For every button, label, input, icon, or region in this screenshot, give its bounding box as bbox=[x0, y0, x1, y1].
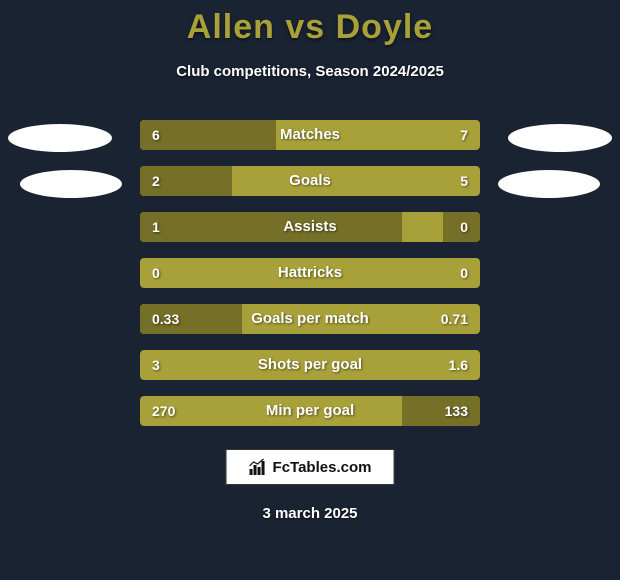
stat-row: 270133Min per goal bbox=[140, 396, 480, 426]
stat-label: Shots per goal bbox=[140, 350, 480, 380]
stat-label: Goals per match bbox=[140, 304, 480, 334]
stat-label: Min per goal bbox=[140, 396, 480, 426]
subtitle: Club competitions, Season 2024/2025 bbox=[0, 63, 620, 80]
page-title: Allen vs Doyle bbox=[0, 0, 620, 47]
player-right-icon bbox=[498, 170, 600, 198]
stat-label: Matches bbox=[140, 120, 480, 150]
stat-label: Hattricks bbox=[140, 258, 480, 288]
brand-chart-icon bbox=[249, 458, 267, 476]
stat-row: 31.6Shots per goal bbox=[140, 350, 480, 380]
player-right-icon bbox=[508, 124, 612, 152]
brand-badge: FcTables.com bbox=[226, 449, 395, 485]
player-left-icon bbox=[20, 170, 122, 198]
stat-row: 25Goals bbox=[140, 166, 480, 196]
stat-row: 67Matches bbox=[140, 120, 480, 150]
stat-row: 00Hattricks bbox=[140, 258, 480, 288]
stat-rows: 67Matches 25Goals 10Assists 00Hattricks 0.33… bbox=[140, 120, 480, 442]
stat-label: Goals bbox=[140, 166, 480, 196]
stat-row: 10Assists bbox=[140, 212, 480, 242]
date-label: 3 march 2025 bbox=[0, 505, 620, 522]
player-left-icon bbox=[8, 124, 112, 152]
stat-label: Assists bbox=[140, 212, 480, 242]
brand-text: FcTables.com bbox=[273, 459, 372, 476]
stat-row: 0.330.71Goals per match bbox=[140, 304, 480, 334]
